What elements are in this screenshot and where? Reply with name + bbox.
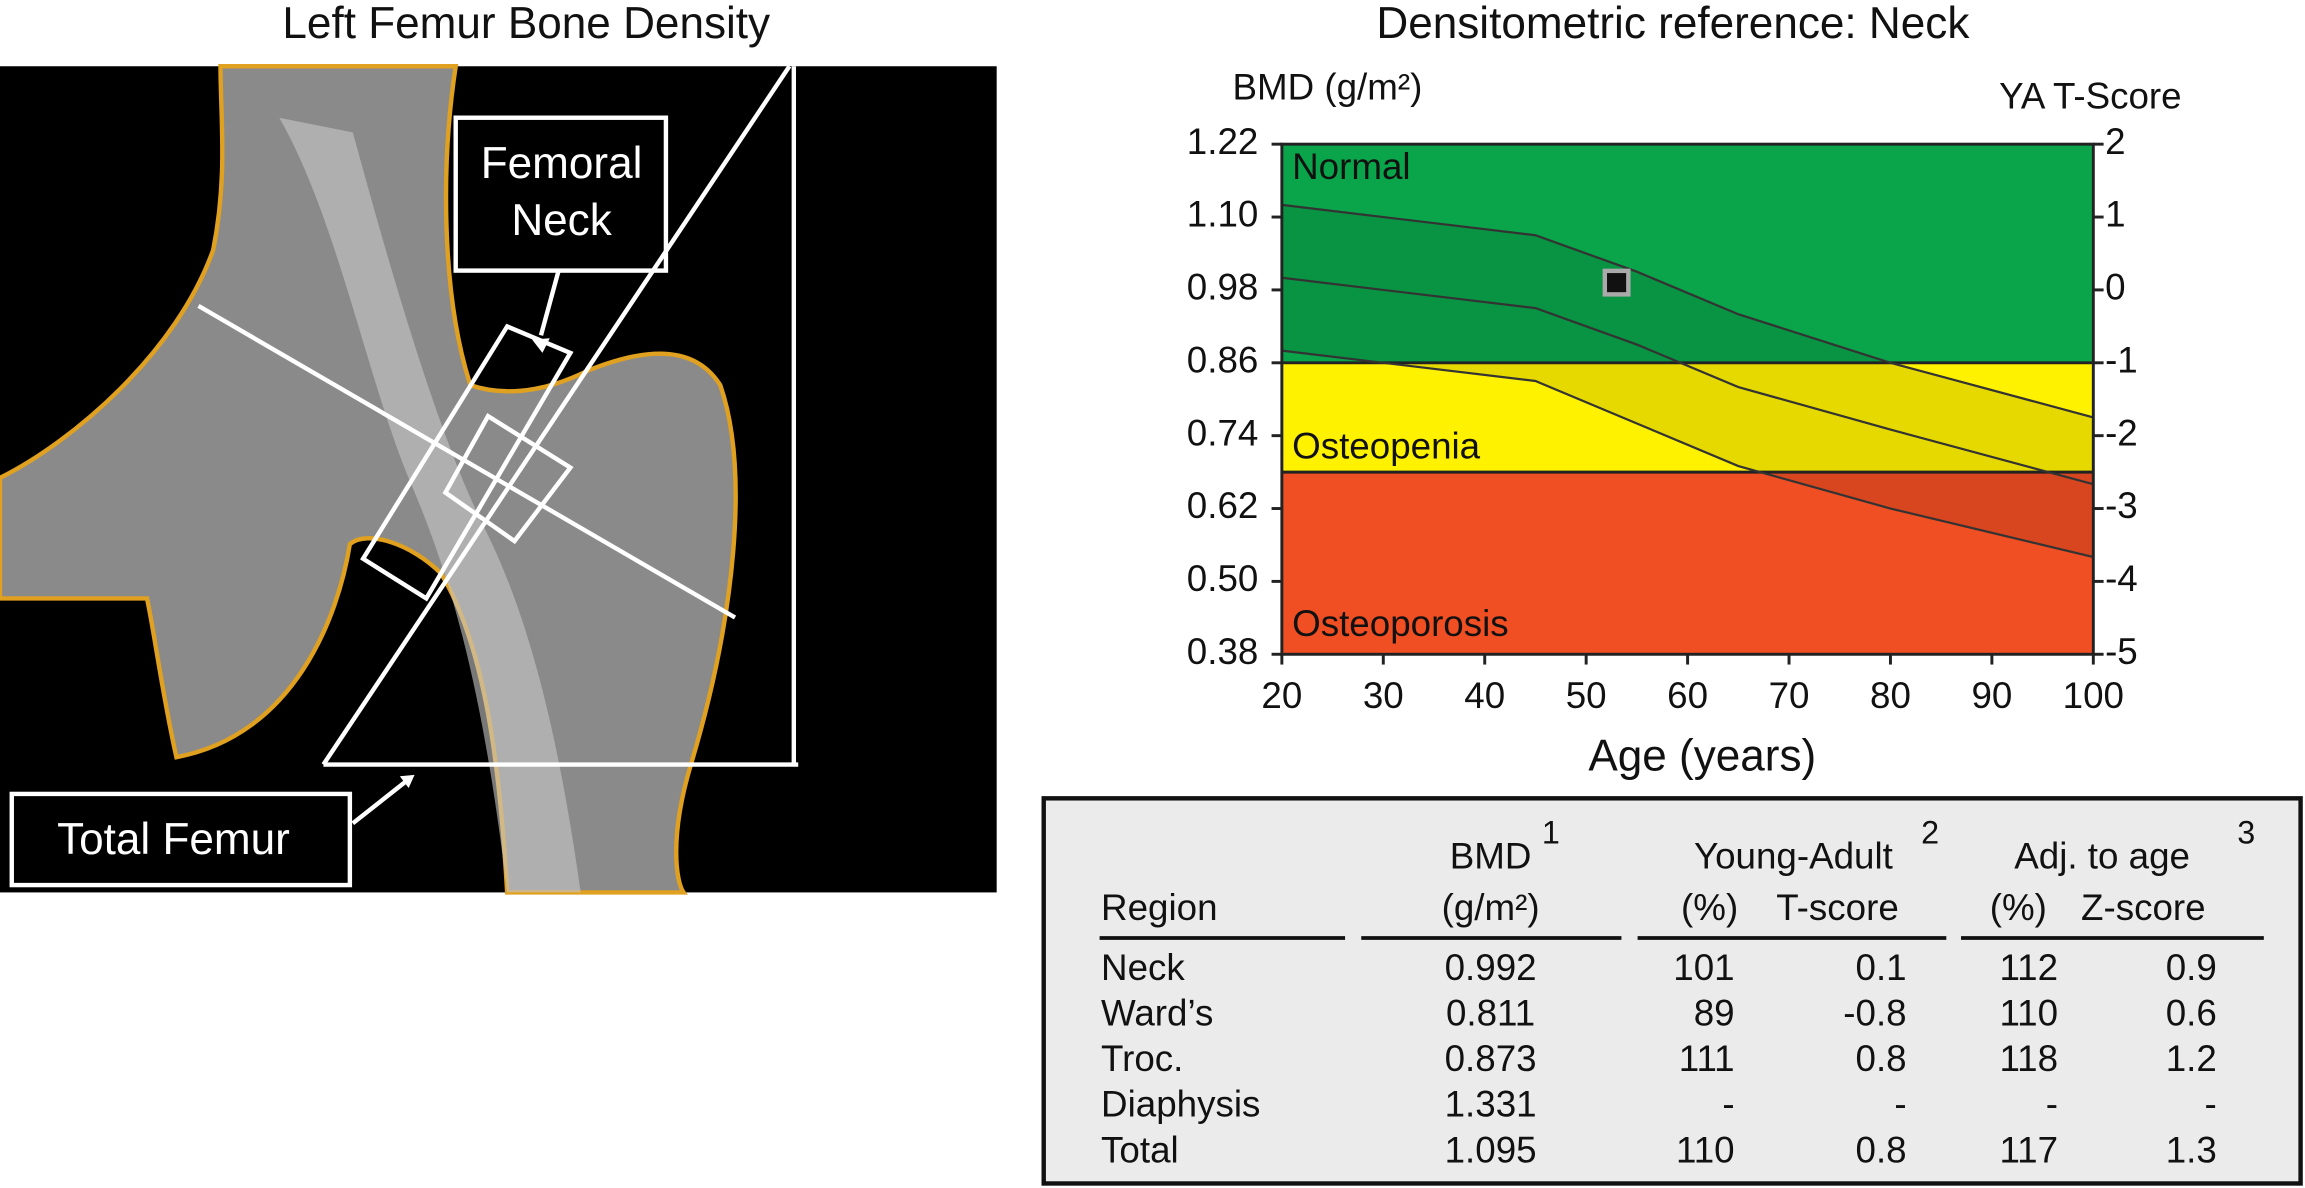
x-axis-label: Age (years) [1588, 731, 1816, 780]
reference-line [1281, 276, 2094, 486]
y2-axis-label: YA T-Score [1999, 75, 2181, 116]
row-label: Neck [1101, 947, 1185, 988]
table-cell: 118 [1999, 1038, 2058, 1079]
table-cell: 111 [1679, 1038, 1735, 1079]
column-header: (%) [1681, 887, 1738, 928]
table-cell: 0.1 [1856, 947, 1907, 988]
table-cell: 0.8 [1856, 1038, 1907, 1079]
bone-highlight [279, 117, 581, 893]
row-label: Ward’s [1101, 993, 1213, 1034]
x-tick-label: 50 [1566, 675, 1607, 716]
y-tick-label: 0.38 [1187, 631, 1259, 672]
y2-tick-label: 0 [2105, 267, 2125, 308]
x-tick-label: 20 [1261, 675, 1302, 716]
x-tick-label: 90 [1971, 675, 2012, 716]
roi-lines [9, 65, 799, 888]
x-tick-label: 80 [1870, 675, 1911, 716]
y-tick-label: 1.22 [1187, 121, 1259, 162]
column-header: (%) [1990, 887, 2047, 928]
group-note: 1 [1542, 815, 1560, 851]
band-label: Normal [1292, 146, 1410, 187]
table-cell: 0.992 [1445, 947, 1537, 988]
table-cell: - [2046, 1084, 2058, 1125]
group-note: 3 [2237, 815, 2255, 851]
row-label: Diaphysis [1101, 1084, 1260, 1125]
table-cell: 0.8 [1856, 1129, 1907, 1170]
table-cell: 112 [1999, 947, 2058, 988]
table-cell: 1.3 [2166, 1129, 2217, 1170]
y-tick-label: 1.10 [1187, 194, 1259, 235]
x-tick-label: 30 [1363, 675, 1404, 716]
patient-point [1602, 268, 1631, 297]
y-axis-label: BMD (g/m²) [1233, 66, 1423, 107]
table-cell: 110 [1999, 993, 2058, 1034]
y-tick-label: 0.50 [1187, 558, 1259, 599]
table-cell: 1.095 [1445, 1129, 1537, 1170]
table-cell: 0.9 [2166, 947, 2217, 988]
x-tick-label: 40 [1464, 675, 1505, 716]
band [1281, 144, 2094, 363]
group-header: BMD [1450, 835, 1532, 876]
y2-tick-label: 2 [2105, 121, 2125, 162]
total-label: Total Femur [57, 815, 290, 864]
y2-tick-label: -4 [2105, 558, 2138, 599]
row-label: Total [1101, 1129, 1179, 1170]
table-box [1041, 796, 2303, 1186]
table-cell: - [1894, 1084, 1906, 1125]
band [1281, 472, 2094, 655]
row-label: Troc. [1101, 1038, 1183, 1079]
table-cell: - [1722, 1084, 1734, 1125]
y2-tick-label: 1 [2105, 194, 2125, 235]
y2-tick-label: -2 [2105, 412, 2138, 453]
x-tick-label: 70 [1769, 675, 1810, 716]
column-header: Region [1101, 887, 1217, 928]
table-cell: 117 [1999, 1129, 2058, 1170]
y-tick-label: 0.86 [1187, 339, 1259, 380]
table-cell: -0.8 [1843, 993, 1906, 1034]
table-cell: 101 [1673, 947, 1734, 988]
band-label: Osteopenia [1292, 425, 1481, 466]
column-header: (g/m²) [1442, 887, 1540, 928]
reference-line [1281, 349, 2094, 559]
image-title: Left Femur Bone Density [282, 0, 770, 48]
x-tick-label: 100 [2063, 675, 2124, 716]
y2-tick-label: -5 [2105, 631, 2138, 672]
band-label: Osteoporosis [1292, 603, 1509, 644]
scan-image [0, 64, 997, 895]
arrow-head [399, 774, 415, 789]
column-header: Z-score [2081, 887, 2206, 928]
y-tick-label: 0.98 [1187, 267, 1259, 308]
table-cell: 110 [1676, 1129, 1735, 1170]
table-cell: - [2205, 1084, 2217, 1125]
arrow-head [532, 338, 550, 353]
y2-tick-label: -1 [2105, 339, 2138, 380]
table-cell: 0.873 [1445, 1038, 1537, 1079]
group-header: Young-Adult [1694, 835, 1893, 876]
table-cell: 0.6 [2166, 993, 2217, 1034]
table-cell: 89 [1694, 993, 1735, 1034]
y2-tick-label: -3 [2105, 485, 2138, 526]
y-tick-label: 0.62 [1187, 485, 1259, 526]
table-cell: 1.331 [1445, 1084, 1537, 1125]
neck-label: Femoral [481, 139, 643, 188]
x-tick-label: 60 [1667, 675, 1708, 716]
column-header: T-score [1776, 887, 1899, 928]
chart-title: Densitometric reference: Neck [1376, 0, 1970, 48]
group-header: Adj. to age [2014, 835, 2190, 876]
y-tick-label: 0.74 [1187, 412, 1259, 453]
group-note: 2 [1921, 815, 1939, 851]
table-cell: 1.2 [2166, 1038, 2217, 1079]
table-cell: 0.811 [1446, 993, 1535, 1034]
neck-label: Neck [511, 196, 612, 245]
reference-line [1281, 203, 2094, 419]
reference-range [1281, 204, 2094, 558]
